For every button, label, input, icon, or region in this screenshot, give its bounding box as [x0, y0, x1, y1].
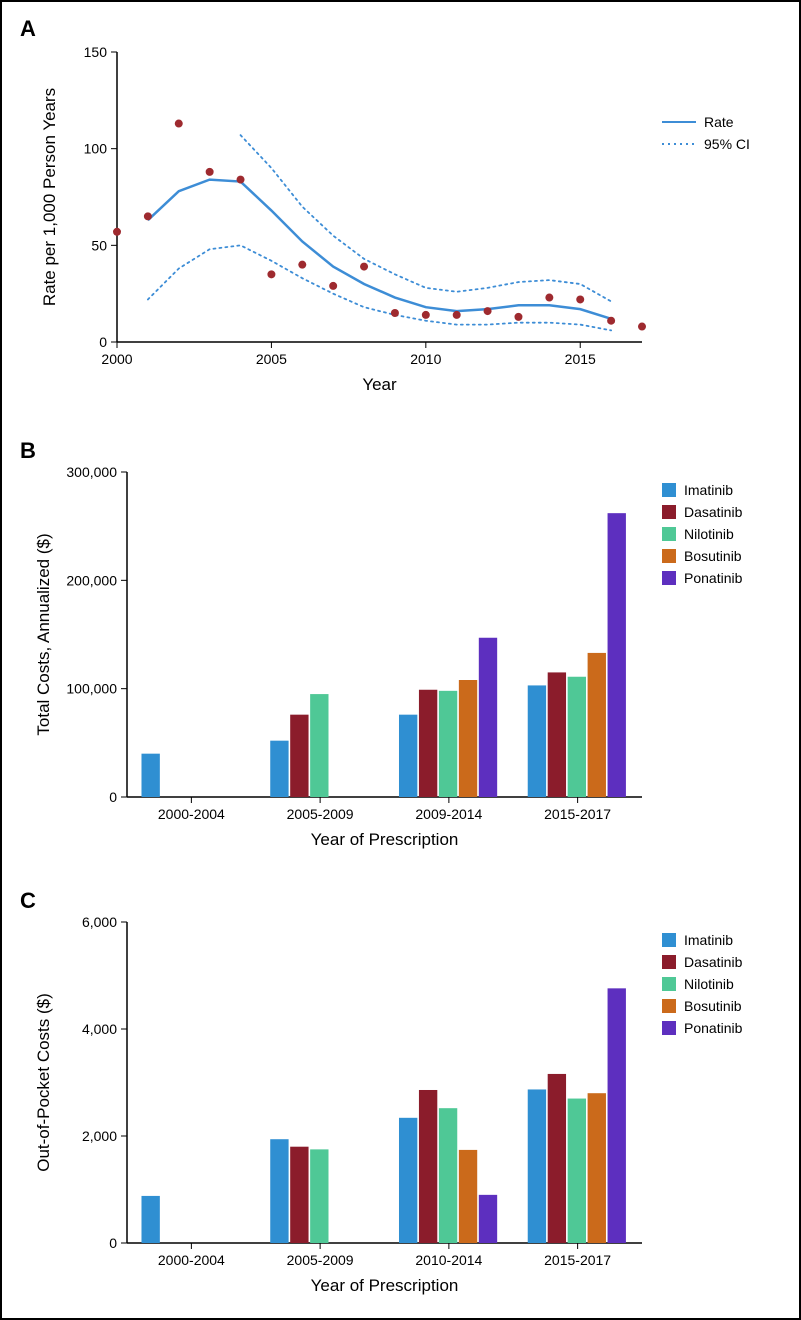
svg-text:Ponatinib: Ponatinib: [684, 1020, 743, 1036]
svg-text:2015-2017: 2015-2017: [544, 806, 611, 822]
svg-text:100,000: 100,000: [66, 681, 117, 697]
panel-c-label: C: [20, 888, 36, 914]
svg-text:100: 100: [84, 141, 108, 157]
svg-text:Imatinib: Imatinib: [684, 482, 733, 498]
svg-text:50: 50: [91, 237, 107, 253]
svg-text:2000: 2000: [101, 351, 132, 367]
panel-a: A 2000 2005 2010 2015 0 50 100 150 Year Rate per …: [2, 2, 799, 422]
svg-text:2010: 2010: [410, 351, 441, 367]
svg-text:2005: 2005: [256, 351, 287, 367]
panel-b-svg: 0 100,000 200,000 300,000 2000-2004 2005-2009…: [2, 432, 801, 872]
panel-c: C 0 2,000 4,000 6,000 2000-2004 2005-2009 2010…: [2, 882, 799, 1318]
svg-text:Bosutinib: Bosutinib: [684, 548, 742, 564]
svg-text:2015-2017: 2015-2017: [544, 1252, 611, 1268]
svg-text:2005-2009: 2005-2009: [287, 1252, 354, 1268]
svg-text:95% CI: 95% CI: [704, 136, 750, 152]
svg-text:2005-2009: 2005-2009: [287, 806, 354, 822]
svg-text:0: 0: [109, 1235, 117, 1251]
svg-text:Bosutinib: Bosutinib: [684, 998, 742, 1014]
svg-text:Nilotinib: Nilotinib: [684, 976, 734, 992]
svg-text:Imatinib: Imatinib: [684, 932, 733, 948]
svg-text:2000-2004: 2000-2004: [158, 1252, 225, 1268]
svg-text:Ponatinib: Ponatinib: [684, 570, 743, 586]
panel-b: B 0 100,000 200,000 300,000 2000-2004 2005-20…: [2, 432, 799, 872]
svg-text:2015: 2015: [565, 351, 596, 367]
panel-a-label: A: [20, 16, 36, 42]
svg-text:Rate per 1,000 Person Years: Rate per 1,000 Person Years: [40, 88, 59, 306]
svg-text:2010-2014: 2010-2014: [415, 1252, 482, 1268]
svg-text:Out-of-Pocket Costs ($): Out-of-Pocket Costs ($): [34, 993, 53, 1172]
svg-text:300,000: 300,000: [66, 464, 117, 480]
svg-text:0: 0: [99, 334, 107, 350]
svg-text:2000-2004: 2000-2004: [158, 806, 225, 822]
svg-text:Year: Year: [362, 375, 397, 394]
figure-container: A 2000 2005 2010 2015 0 50 100 150 Year Rate per …: [0, 0, 801, 1320]
svg-text:150: 150: [84, 44, 108, 60]
panel-a-svg: 2000 2005 2010 2015 0 50 100 150 Year Rate per 1,…: [2, 2, 801, 422]
svg-text:0: 0: [109, 789, 117, 805]
svg-text:6,000: 6,000: [82, 914, 117, 930]
svg-text:Year of Prescription: Year of Prescription: [311, 1276, 459, 1295]
panel-c-svg: 0 2,000 4,000 6,000 2000-2004 2005-2009 2010-2…: [2, 882, 801, 1318]
svg-text:2,000: 2,000: [82, 1128, 117, 1144]
svg-text:Total Costs, Annualized ($): Total Costs, Annualized ($): [34, 533, 53, 735]
svg-text:4,000: 4,000: [82, 1021, 117, 1037]
panel-b-label: B: [20, 438, 36, 464]
svg-text:Dasatinib: Dasatinib: [684, 954, 743, 970]
svg-text:2009-2014: 2009-2014: [415, 806, 482, 822]
svg-text:Nilotinib: Nilotinib: [684, 526, 734, 542]
svg-text:Year of Prescription: Year of Prescription: [311, 830, 459, 849]
svg-text:200,000: 200,000: [66, 572, 117, 588]
svg-text:Dasatinib: Dasatinib: [684, 504, 743, 520]
svg-text:Rate: Rate: [704, 114, 734, 130]
